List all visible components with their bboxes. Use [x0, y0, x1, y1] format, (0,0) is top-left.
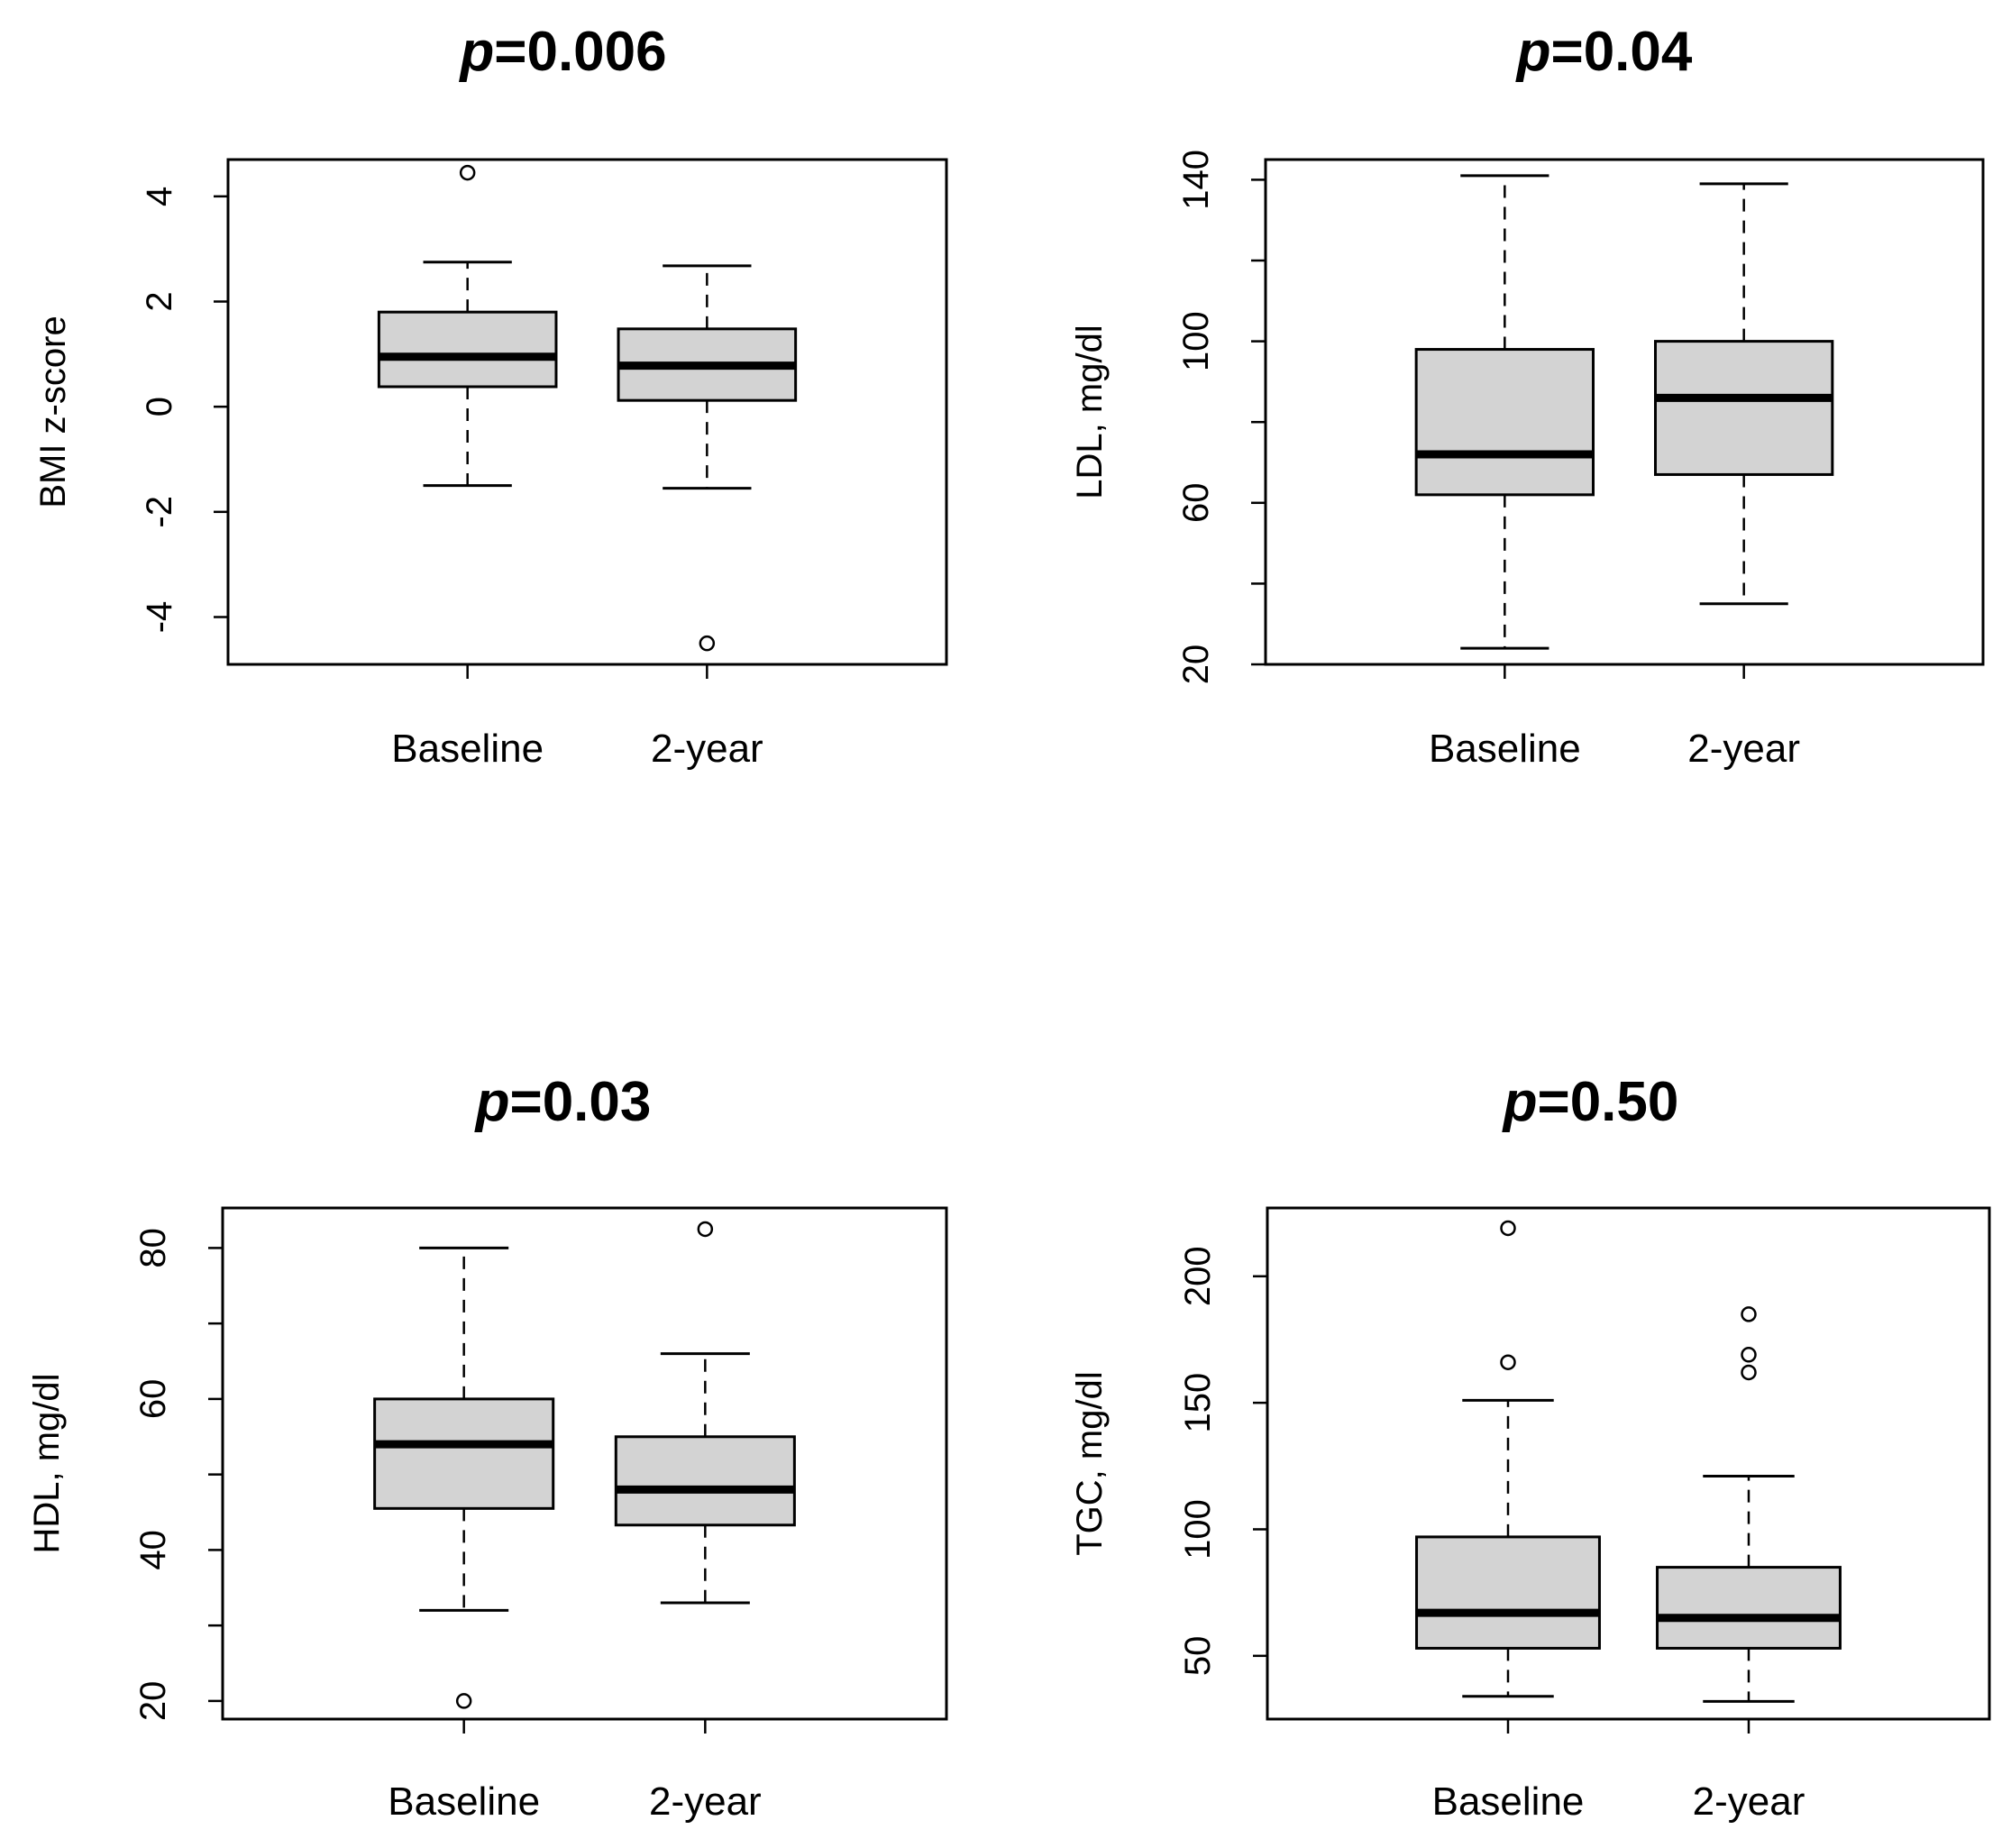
iqr-box — [1414, 348, 1595, 497]
plot-frame — [226, 158, 948, 666]
panel-title-p: p — [1502, 1071, 1538, 1133]
box-2-year — [614, 1221, 796, 1605]
plot-frame — [1266, 1206, 1991, 1721]
y-tick-label: 4 — [140, 187, 179, 206]
outlier-point — [699, 635, 716, 652]
y-axis-label: TGC, mg/dl — [1070, 1371, 1110, 1555]
y-tick-label: 20 — [133, 1681, 173, 1722]
x-category-label: Baseline — [391, 727, 544, 771]
panel-title-value: =0.03 — [509, 1071, 651, 1133]
panel-title-value: =0.006 — [494, 21, 666, 83]
panel-1: p=0.006 4 2 0 -2 -4 BMI z-score Baseline 2-year — [33, 21, 948, 771]
y-tick-label: 40 — [133, 1530, 173, 1570]
panel-title: p=0.03 — [474, 1071, 652, 1133]
y-tick-label: 60 — [1176, 483, 1216, 524]
panel-title-value: =0.04 — [1550, 21, 1692, 83]
panel-title: p=0.50 — [1502, 1071, 1679, 1133]
y-tick-label: -2 — [140, 496, 179, 528]
box-2-year — [617, 264, 798, 652]
panel-title-p: p — [1515, 21, 1551, 83]
outlier-point — [455, 1693, 472, 1709]
outlier-point — [1741, 1306, 1757, 1322]
panel-title-p: p — [458, 21, 494, 83]
panel-title: p=0.04 — [1515, 21, 1693, 83]
y-tick-label: 20 — [1176, 645, 1216, 685]
panel-3: p=0.03 80 60 40 20 HDL, mg/dl Baseline 2-year — [27, 1071, 948, 1824]
y-tick-label: -4 — [140, 601, 179, 634]
y-tick-label: 60 — [133, 1379, 173, 1420]
outlier-point — [1500, 1220, 1516, 1237]
y-tick-label: 140 — [1176, 150, 1216, 210]
y-tick-label: 150 — [1178, 1373, 1218, 1433]
x-category-label: 2-year — [651, 727, 763, 771]
x-category-label: 2-year — [649, 1779, 762, 1824]
y-axis-label: BMI z-score — [33, 316, 73, 508]
panel-4: p=0.50 200 150 100 50 TGC, mg/dl Baseline 2-yea… — [1070, 1071, 1991, 1824]
x-category-label: Baseline — [388, 1779, 540, 1824]
x-category-label: Baseline — [1432, 1779, 1585, 1824]
iqr-box — [614, 1435, 796, 1527]
outlier-point — [1741, 1347, 1757, 1363]
box-baseline — [1415, 1220, 1601, 1698]
iqr-box — [1656, 1566, 1842, 1650]
iqr-box — [1653, 340, 1834, 476]
y-tick-label: 100 — [1178, 1499, 1218, 1560]
outlier-point — [459, 164, 476, 181]
box-2-year — [1653, 182, 1834, 606]
panel-2: p=0.04 140 100 60 20 LDL, mg/dl Baseline 2-year — [1070, 21, 1985, 771]
outlier-point — [1741, 1364, 1757, 1381]
plot-frame — [221, 1206, 948, 1721]
y-tick-label: 50 — [1178, 1636, 1218, 1677]
outlier-point — [697, 1221, 714, 1238]
x-category-label: 2-year — [1687, 727, 1800, 771]
iqr-box — [373, 1397, 555, 1510]
box-baseline — [377, 164, 558, 488]
y-tick-label: 100 — [1176, 311, 1216, 371]
panel-title-value: =0.50 — [1537, 1071, 1678, 1133]
y-tick-label: 0 — [140, 397, 179, 416]
y-tick-label: 2 — [140, 291, 179, 311]
box-2-year — [1656, 1306, 1842, 1703]
box-baseline — [1414, 174, 1595, 650]
plot-frame — [1264, 158, 1985, 666]
y-tick-label: 200 — [1178, 1246, 1218, 1306]
x-category-label: Baseline — [1429, 727, 1581, 771]
y-axis-label: HDL, mg/dl — [27, 1373, 67, 1553]
iqr-box — [1415, 1535, 1601, 1650]
iqr-box — [377, 310, 558, 389]
box-baseline — [373, 1246, 555, 1709]
panel-title: p=0.006 — [458, 21, 666, 83]
y-axis-label: LDL, mg/dl — [1070, 325, 1110, 499]
x-category-label: 2-year — [1693, 1779, 1805, 1824]
y-tick-label: 80 — [133, 1228, 173, 1268]
outlier-point — [1500, 1354, 1516, 1370]
panel-title-p: p — [474, 1071, 510, 1133]
